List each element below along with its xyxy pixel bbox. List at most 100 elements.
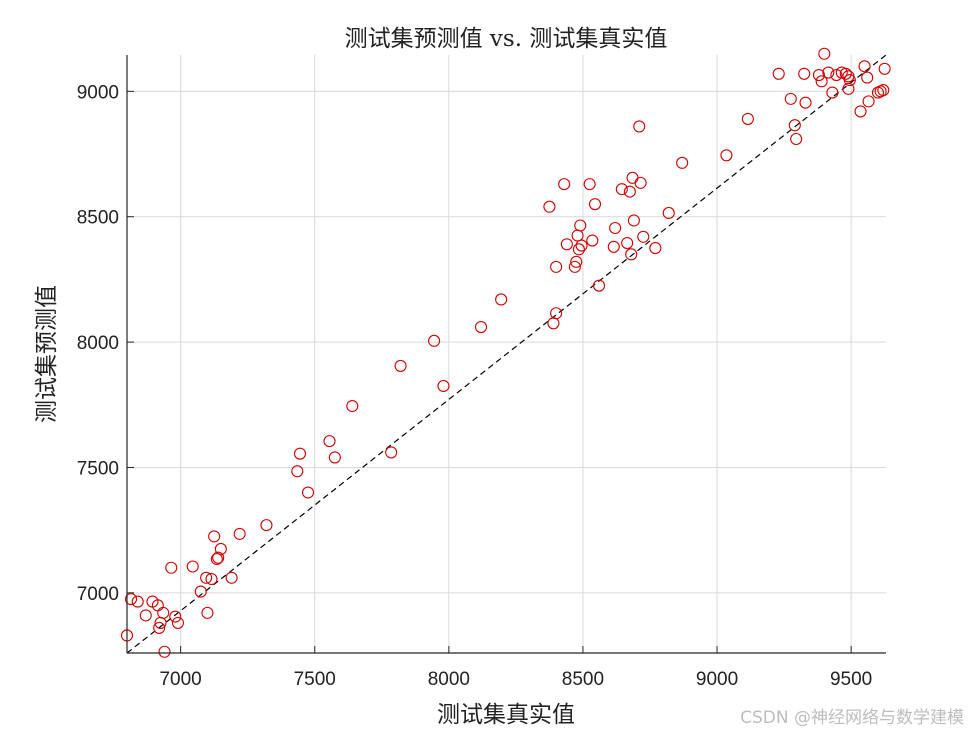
data-point <box>260 519 273 532</box>
data-point <box>323 435 336 448</box>
data-point <box>826 86 839 99</box>
data-point <box>788 119 801 132</box>
data-point <box>558 178 571 191</box>
data-point <box>194 585 207 598</box>
x-tick-label: 9500 <box>830 669 872 690</box>
data-point <box>607 240 620 253</box>
data-point <box>790 132 803 146</box>
data-point <box>574 219 587 232</box>
data-point <box>854 105 867 118</box>
reference-line <box>126 54 887 654</box>
y-tick-label: 8000 <box>77 333 119 354</box>
data-point <box>772 67 785 80</box>
data-point <box>842 82 855 95</box>
data-point <box>165 561 178 574</box>
data-point <box>205 572 218 586</box>
data-point <box>158 645 171 658</box>
data-point <box>186 560 199 573</box>
data-point <box>627 214 640 227</box>
data-point <box>862 95 875 108</box>
data-point <box>633 120 646 133</box>
data-point <box>474 320 488 334</box>
data-point <box>560 238 573 251</box>
data-point <box>583 178 596 191</box>
data-point <box>293 447 307 460</box>
data-point <box>570 255 583 268</box>
data-point <box>634 176 647 189</box>
y-tick-label: 8500 <box>77 208 119 229</box>
data-point <box>550 307 563 320</box>
data-point <box>385 446 398 459</box>
data-point <box>649 242 662 255</box>
data-point <box>637 230 650 243</box>
x-axis-label: 测试集真实值 <box>437 702 575 728</box>
data-point <box>877 84 890 97</box>
reference-line-group <box>126 54 887 654</box>
data-point <box>208 530 221 543</box>
data-point <box>843 74 856 87</box>
watermark: CSDN @神经网络与数学建模 <box>740 708 964 728</box>
y-tick-label: 9000 <box>77 82 119 103</box>
data-point <box>812 69 826 82</box>
data-point <box>822 66 835 79</box>
data-point <box>495 293 508 306</box>
y-axis-label: 测试集预测值 <box>34 285 60 423</box>
data-point <box>568 260 581 273</box>
data-point <box>210 552 223 566</box>
y-tick-label: 7000 <box>77 584 119 605</box>
data-point <box>550 260 563 273</box>
data-point <box>626 171 639 184</box>
data-point <box>609 221 622 235</box>
data-point <box>291 465 304 478</box>
data-point <box>588 198 602 211</box>
data-point <box>621 237 634 250</box>
x-tick-label: 8000 <box>428 669 470 690</box>
data-point <box>225 571 238 584</box>
y-tick-label: 7500 <box>77 458 119 479</box>
data-point <box>139 609 152 622</box>
tick-labels: 7000 7500 8000 8500 9000 9500 7000 7500 8000 8500… <box>77 82 873 690</box>
data-point <box>169 610 182 623</box>
data-point <box>200 571 213 584</box>
data-point <box>233 527 246 540</box>
data-point <box>543 200 556 213</box>
x-tick-label: 7500 <box>294 669 336 690</box>
data-point <box>798 67 811 80</box>
data-point <box>662 206 675 220</box>
data-point <box>720 149 733 162</box>
x-tick-label: 7000 <box>159 669 201 690</box>
data-point <box>878 62 891 75</box>
axes <box>126 55 886 654</box>
data-point <box>153 621 166 634</box>
data-point <box>394 359 407 372</box>
data-point <box>346 399 359 413</box>
data-point <box>858 60 871 73</box>
data-point <box>428 334 441 347</box>
data-point <box>124 593 138 606</box>
x-tick-label: 8500 <box>562 669 604 690</box>
grid-lines <box>127 55 886 653</box>
data-point <box>818 47 831 60</box>
data-point <box>301 486 315 499</box>
data-point <box>839 67 852 80</box>
data-point <box>625 248 638 261</box>
data-point <box>575 239 588 252</box>
data-point <box>171 616 185 629</box>
data-point <box>592 279 606 292</box>
data-point <box>571 229 584 242</box>
data-point <box>615 183 628 196</box>
data-point <box>861 71 874 84</box>
data-point <box>547 317 560 330</box>
data-point <box>784 92 797 105</box>
data-point <box>586 234 599 247</box>
data-point <box>328 451 341 464</box>
data-point <box>815 75 828 88</box>
data-point <box>741 112 754 125</box>
data-point <box>131 595 144 608</box>
data-point <box>212 551 225 564</box>
data-point <box>201 606 214 619</box>
x-tick-label: 9000 <box>696 669 738 690</box>
data-point <box>572 243 585 256</box>
data-point <box>157 606 170 619</box>
